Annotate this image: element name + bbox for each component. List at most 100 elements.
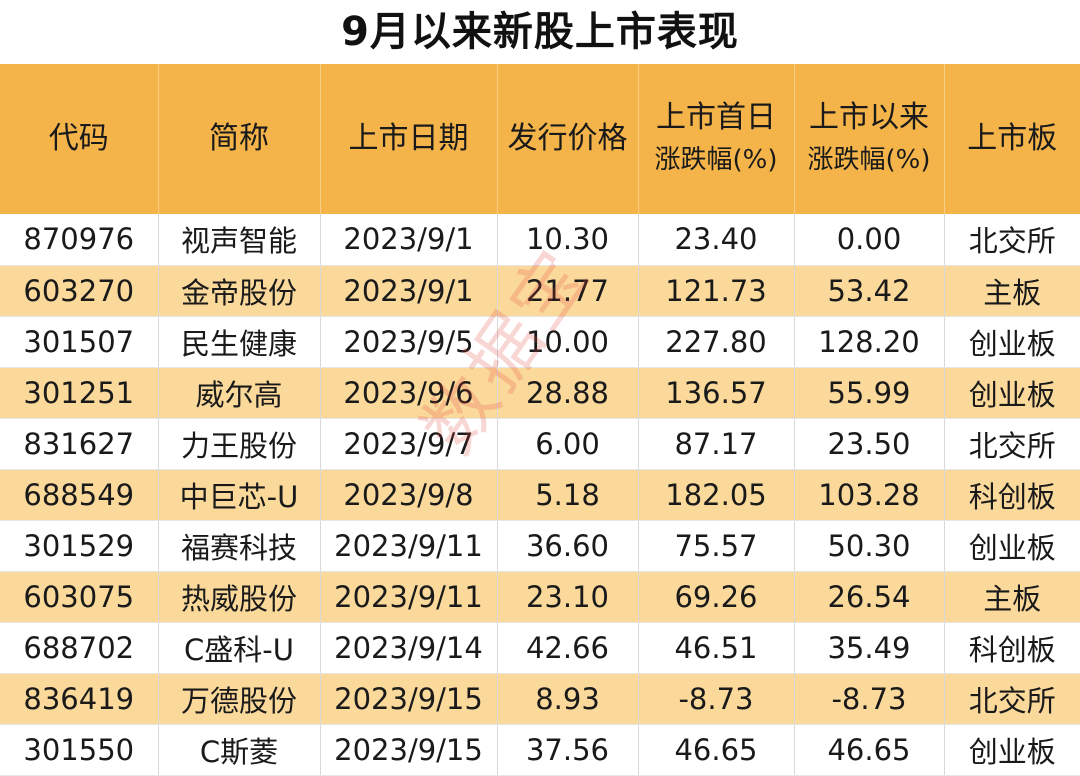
cell-board: 主板 bbox=[944, 571, 1080, 623]
cell-listing-date: 2023/9/15 bbox=[320, 673, 498, 725]
cell-code: 688702 bbox=[0, 622, 159, 674]
header-name: 简称 bbox=[158, 64, 321, 214]
cell-issue-price: 36.60 bbox=[497, 520, 639, 572]
header-price: 发行价格 bbox=[497, 64, 639, 214]
table-row: 301529 福赛科技 2023/9/11 36.60 75.57 50.30 创业板 bbox=[0, 520, 1080, 572]
cell-board: 创业板 bbox=[944, 316, 1080, 368]
header-since-listing-change: 上市以来 涨跌幅(%) bbox=[794, 64, 945, 214]
cell-listing-date: 2023/9/11 bbox=[320, 520, 498, 572]
cell-since-listing-change: 53.42 bbox=[794, 265, 945, 317]
header-date: 上市日期 bbox=[320, 64, 498, 214]
cell-issue-price: 10.00 bbox=[497, 316, 639, 368]
header-first-day-line1: 上市首日 bbox=[656, 100, 776, 135]
cell-code: 301507 bbox=[0, 316, 159, 368]
cell-since-listing-change: 50.30 bbox=[794, 520, 945, 572]
cell-code: 870976 bbox=[0, 214, 159, 266]
cell-first-day-change: 87.17 bbox=[638, 418, 795, 470]
cell-name: 力王股份 bbox=[158, 418, 321, 470]
table-row: 688702 C盛科-U 2023/9/14 42.66 46.51 35.49 科创板 bbox=[0, 622, 1080, 674]
cell-board: 北交所 bbox=[944, 673, 1080, 725]
cell-first-day-change: 75.57 bbox=[638, 520, 795, 572]
cell-since-listing-change: -8.73 bbox=[794, 673, 945, 725]
table-row: 870976 视声智能 2023/9/1 10.30 23.40 0.00 北交所 bbox=[0, 214, 1080, 266]
table-header-row: 代码 简称 上市日期 发行价格 上市首日 涨跌幅(%) 上市以来 涨跌幅(%) … bbox=[0, 64, 1080, 214]
cell-name: C斯菱 bbox=[158, 724, 321, 776]
table-row: 301550 C斯菱 2023/9/15 37.56 46.65 46.65 创业板 bbox=[0, 724, 1080, 776]
cell-since-listing-change: 55.99 bbox=[794, 367, 945, 419]
cell-first-day-change: 69.26 bbox=[638, 571, 795, 623]
table-row: 301507 民生健康 2023/9/5 10.00 227.80 128.20 创业板 bbox=[0, 316, 1080, 368]
cell-issue-price: 28.88 bbox=[497, 367, 639, 419]
cell-since-listing-change: 35.49 bbox=[794, 622, 945, 674]
cell-issue-price: 10.30 bbox=[497, 214, 639, 266]
cell-listing-date: 2023/9/7 bbox=[320, 418, 498, 470]
cell-code: 301550 bbox=[0, 724, 159, 776]
header-code: 代码 bbox=[0, 64, 159, 214]
cell-since-listing-change: 23.50 bbox=[794, 418, 945, 470]
header-since-line2: 涨跌幅(%) bbox=[807, 145, 931, 175]
cell-board: 科创板 bbox=[944, 469, 1080, 521]
cell-issue-price: 8.93 bbox=[497, 673, 639, 725]
table-row: 688549 中巨芯-U 2023/9/8 5.18 182.05 103.28 科创板 bbox=[0, 469, 1080, 521]
cell-code: 836419 bbox=[0, 673, 159, 725]
cell-board: 创业板 bbox=[944, 724, 1080, 776]
cell-code: 603270 bbox=[0, 265, 159, 317]
cell-first-day-change: 227.80 bbox=[638, 316, 795, 368]
cell-name: 视声智能 bbox=[158, 214, 321, 266]
cell-board: 北交所 bbox=[944, 214, 1080, 266]
cell-issue-price: 21.77 bbox=[497, 265, 639, 317]
cell-name: 中巨芯-U bbox=[158, 469, 321, 521]
cell-since-listing-change: 128.20 bbox=[794, 316, 945, 368]
cell-listing-date: 2023/9/14 bbox=[320, 622, 498, 674]
cell-issue-price: 42.66 bbox=[497, 622, 639, 674]
header-since-line1: 上市以来 bbox=[809, 100, 929, 135]
cell-first-day-change: -8.73 bbox=[638, 673, 795, 725]
cell-name: C盛科-U bbox=[158, 622, 321, 674]
cell-first-day-change: 136.57 bbox=[638, 367, 795, 419]
cell-first-day-change: 46.51 bbox=[638, 622, 795, 674]
cell-since-listing-change: 46.65 bbox=[794, 724, 945, 776]
table-row: 836419 万德股份 2023/9/15 8.93 -8.73 -8.73 北交所 bbox=[0, 673, 1080, 725]
table-row: 603270 金帝股份 2023/9/1 21.77 121.73 53.42 主板 bbox=[0, 265, 1080, 317]
cell-listing-date: 2023/9/1 bbox=[320, 214, 498, 266]
ipo-table: 代码 简称 上市日期 发行价格 上市首日 涨跌幅(%) 上市以来 涨跌幅(%) … bbox=[0, 64, 1080, 776]
cell-listing-date: 2023/9/6 bbox=[320, 367, 498, 419]
cell-board: 北交所 bbox=[944, 418, 1080, 470]
cell-code: 301529 bbox=[0, 520, 159, 572]
cell-since-listing-change: 26.54 bbox=[794, 571, 945, 623]
header-first-day-change: 上市首日 涨跌幅(%) bbox=[638, 64, 795, 214]
cell-code: 301251 bbox=[0, 367, 159, 419]
header-first-day-line2: 涨跌幅(%) bbox=[654, 145, 778, 175]
cell-board: 创业板 bbox=[944, 520, 1080, 572]
cell-issue-price: 5.18 bbox=[497, 469, 639, 521]
cell-name: 金帝股份 bbox=[158, 265, 321, 317]
cell-listing-date: 2023/9/1 bbox=[320, 265, 498, 317]
cell-first-day-change: 121.73 bbox=[638, 265, 795, 317]
table-row: 603075 热威股份 2023/9/11 23.10 69.26 26.54 主板 bbox=[0, 571, 1080, 623]
cell-name: 威尔高 bbox=[158, 367, 321, 419]
table-row: 831627 力王股份 2023/9/7 6.00 87.17 23.50 北交所 bbox=[0, 418, 1080, 470]
cell-issue-price: 37.56 bbox=[497, 724, 639, 776]
table-body: 870976 视声智能 2023/9/1 10.30 23.40 0.00 北交所 60327… bbox=[0, 214, 1080, 776]
cell-name: 民生健康 bbox=[158, 316, 321, 368]
header-board: 上市板 bbox=[967, 121, 1058, 156]
cell-name: 热威股份 bbox=[158, 571, 321, 623]
table-title: 9月以来新股上市表现 bbox=[341, 9, 739, 55]
cell-listing-date: 2023/9/5 bbox=[320, 316, 498, 368]
cell-since-listing-change: 0.00 bbox=[794, 214, 945, 266]
cell-listing-date: 2023/9/11 bbox=[320, 571, 498, 623]
table-row: 301251 威尔高 2023/9/6 28.88 136.57 55.99 创业板 bbox=[0, 367, 1080, 419]
cell-name: 福赛科技 bbox=[158, 520, 321, 572]
cell-listing-date: 2023/9/15 bbox=[320, 724, 498, 776]
cell-listing-date: 2023/9/8 bbox=[320, 469, 498, 521]
cell-first-day-change: 46.65 bbox=[638, 724, 795, 776]
cell-issue-price: 23.10 bbox=[497, 571, 639, 623]
cell-first-day-change: 182.05 bbox=[638, 469, 795, 521]
cell-board: 主板 bbox=[944, 265, 1080, 317]
cell-name: 万德股份 bbox=[158, 673, 321, 725]
cell-code: 603075 bbox=[0, 571, 159, 623]
cell-code: 831627 bbox=[0, 418, 159, 470]
cell-code: 688549 bbox=[0, 469, 159, 521]
cell-since-listing-change: 103.28 bbox=[794, 469, 945, 521]
cell-issue-price: 6.00 bbox=[497, 418, 639, 470]
